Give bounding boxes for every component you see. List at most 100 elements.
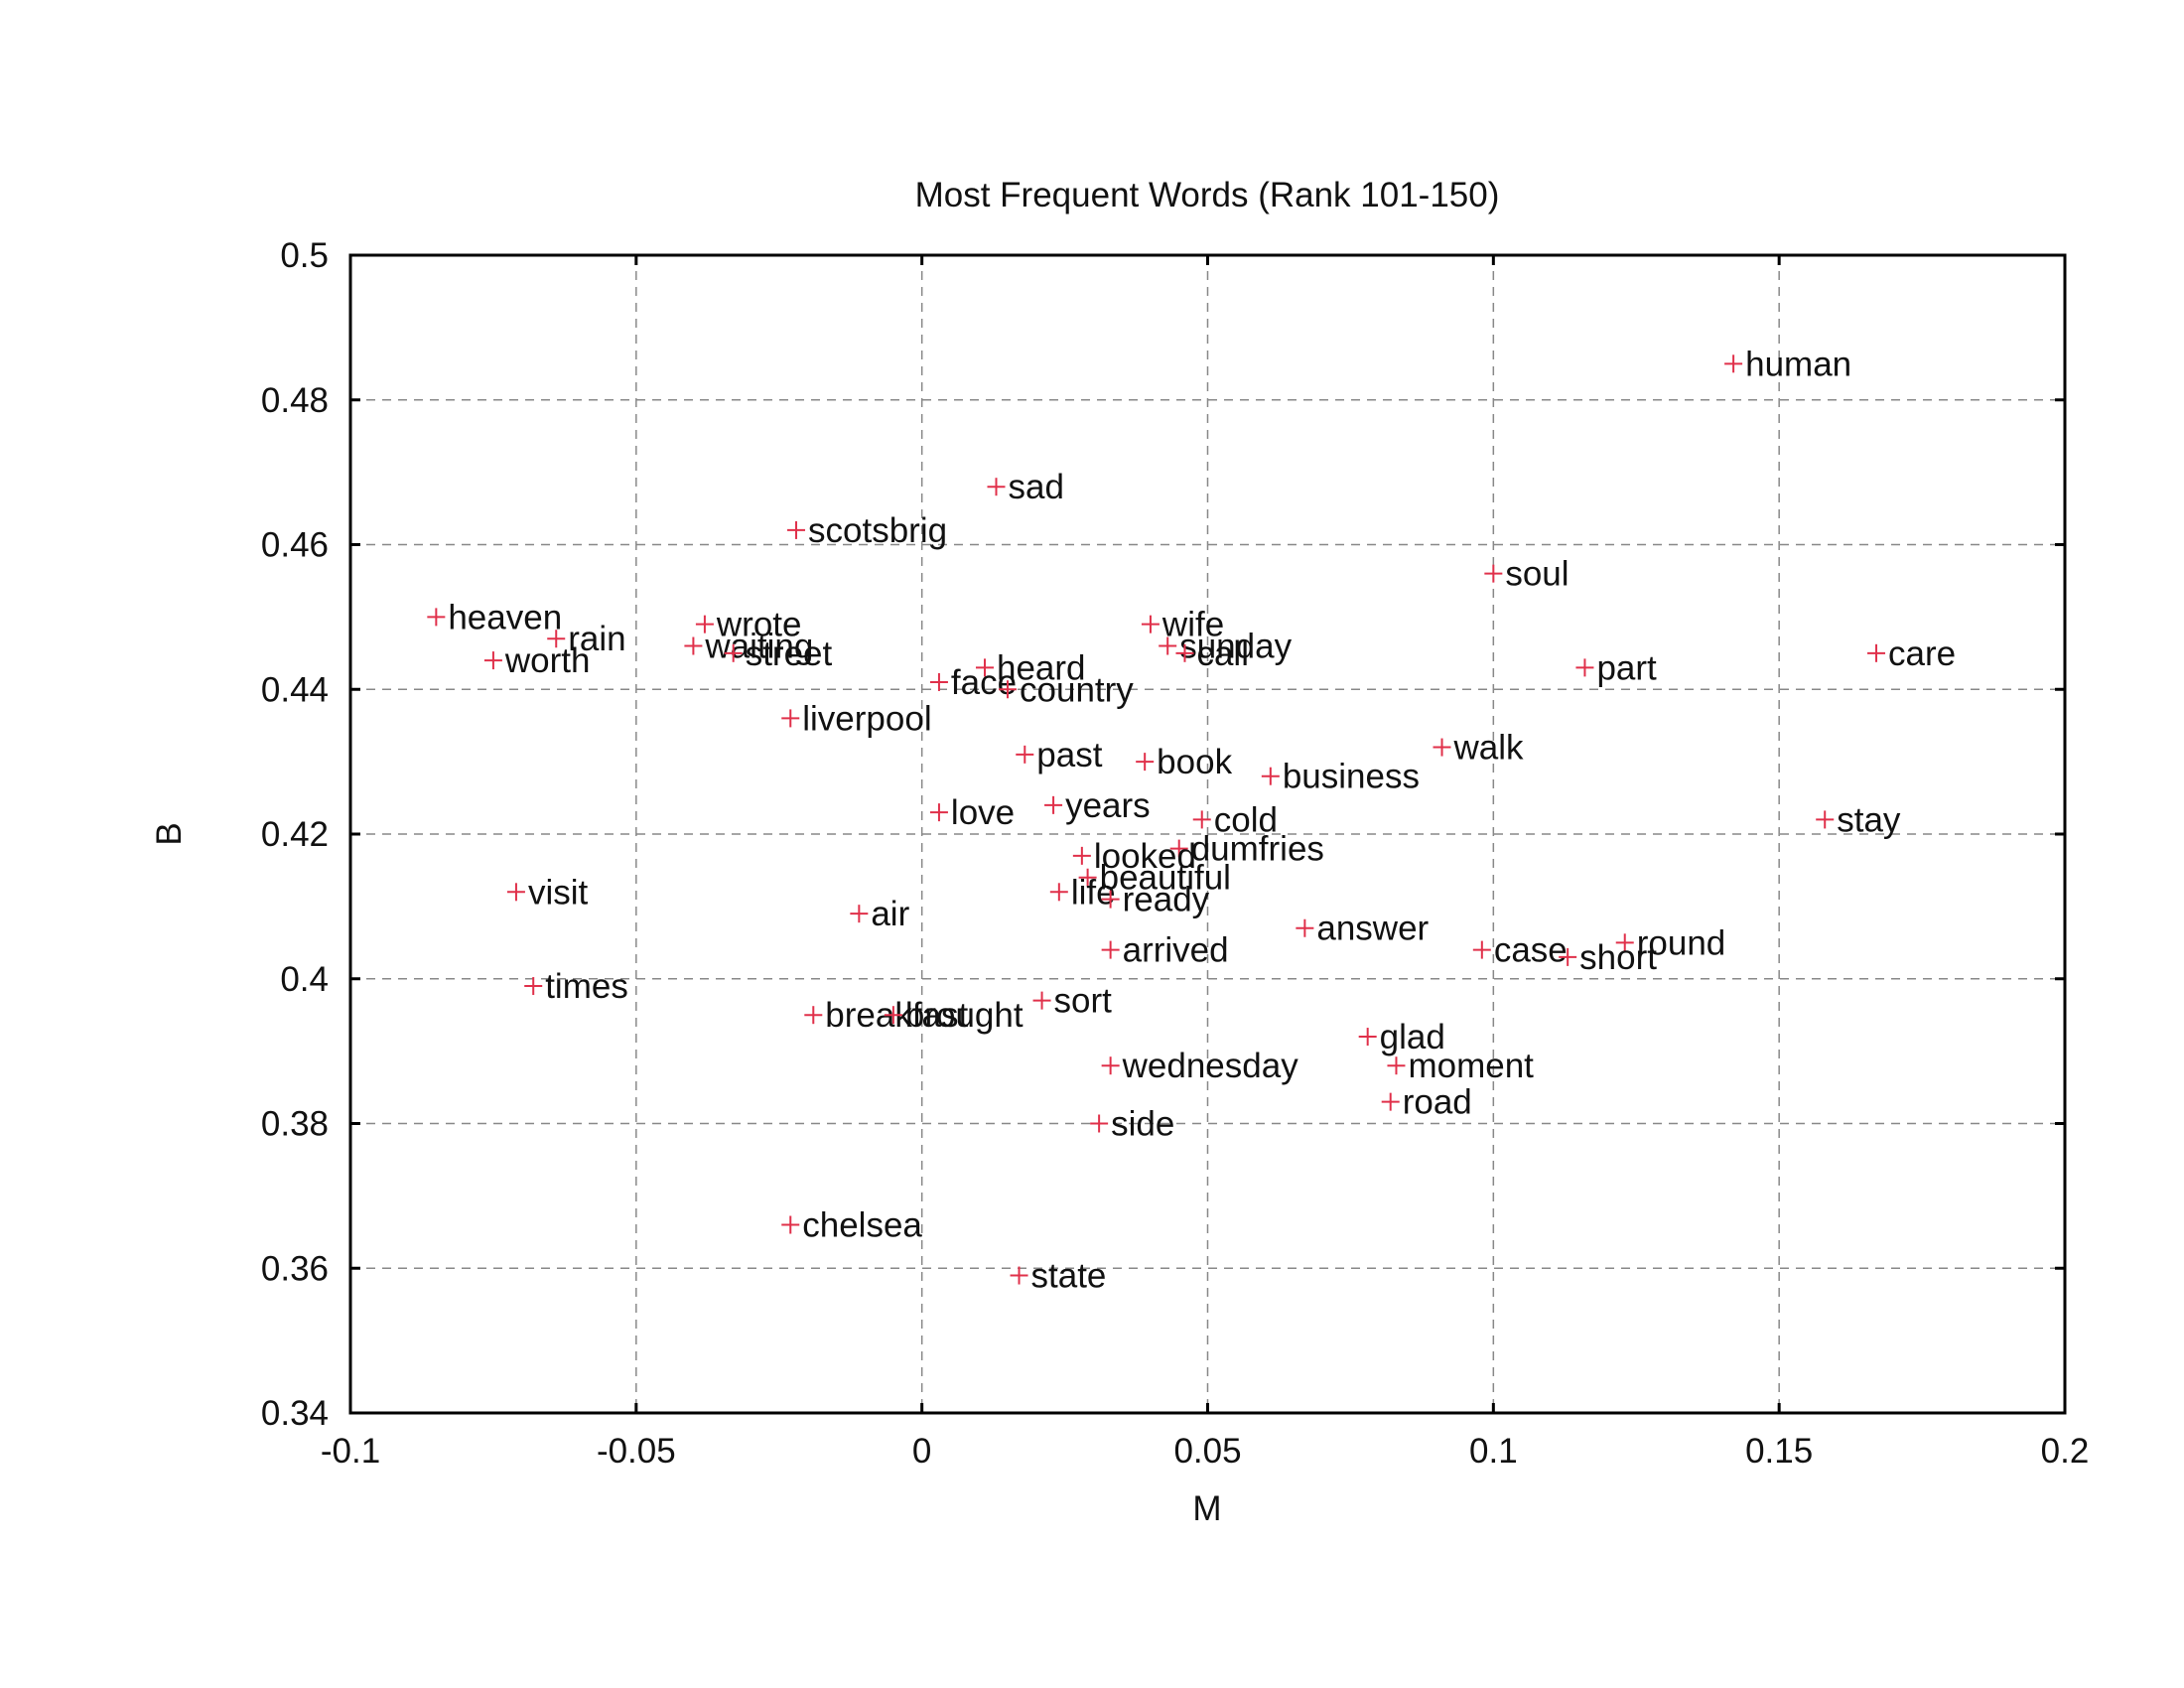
- data-point: sunday: [1159, 628, 1293, 666]
- point-label: rain: [568, 620, 625, 658]
- x-tick-label: 0: [912, 1432, 931, 1471]
- point-label: life: [1071, 873, 1116, 912]
- data-point: heard: [975, 648, 1086, 687]
- data-point: ready: [1101, 881, 1210, 919]
- data-point: business: [1261, 758, 1420, 796]
- data-point: brought: [884, 996, 1024, 1035]
- data-point: arrived: [1101, 931, 1229, 970]
- point-label: cold: [1214, 800, 1278, 839]
- point-label: short: [1579, 938, 1657, 977]
- point-label: dumfries: [1191, 830, 1324, 869]
- point-label: sunday: [1179, 628, 1292, 666]
- point-label: looked: [1094, 837, 1196, 876]
- x-axis-label: M: [1192, 1489, 1221, 1528]
- data-point: book: [1136, 743, 1233, 781]
- point-label: times: [545, 967, 628, 1006]
- y-tick-label: 0.5: [280, 236, 329, 275]
- data-point: wrote: [695, 606, 802, 644]
- point-label: wrote: [716, 606, 802, 644]
- point-label: human: [1745, 345, 1851, 383]
- data-point: visit: [506, 873, 589, 912]
- data-point: scotsbrig: [787, 511, 947, 550]
- data-point: love: [929, 793, 1015, 832]
- data-point: face: [929, 663, 1017, 702]
- data-point: walk: [1433, 729, 1525, 768]
- data-point: wife: [1141, 606, 1224, 644]
- data-point: moment: [1387, 1047, 1534, 1085]
- point-label: round: [1637, 923, 1726, 962]
- y-tick-label: 0.34: [261, 1394, 329, 1433]
- data-point: sad: [987, 468, 1064, 506]
- point-label: ready: [1123, 881, 1210, 919]
- point-label: brought: [905, 996, 1024, 1035]
- point-label: air: [871, 895, 909, 933]
- data-point: times: [524, 967, 628, 1006]
- point-label: sort: [1054, 982, 1113, 1021]
- data-point: wednesday: [1101, 1047, 1299, 1085]
- point-label: visit: [528, 873, 589, 912]
- axis-ticks: -0.1 -0.05 0 0.05 0.1 0.15 0.2 0.34 0.36 0.38 0.4 0…: [261, 236, 2089, 1471]
- point-label: moment: [1408, 1047, 1534, 1085]
- point-label: scotsbrig: [808, 511, 947, 550]
- chart-title: Most Frequent Words (Rank 101-150): [915, 176, 1500, 214]
- data-point: rain: [547, 620, 626, 658]
- point-label: side: [1111, 1105, 1174, 1144]
- data-point: dumfries: [1169, 830, 1324, 869]
- data-point: answer: [1296, 910, 1430, 948]
- point-label: glad: [1380, 1018, 1445, 1056]
- point-label: walk: [1453, 729, 1525, 768]
- point-label: state: [1031, 1257, 1107, 1296]
- data-point: call: [1175, 634, 1249, 673]
- y-tick-label: 0.44: [261, 670, 329, 709]
- point-label: wednesday: [1122, 1047, 1299, 1085]
- data-point: case: [1472, 931, 1568, 970]
- point-label: soul: [1505, 555, 1569, 594]
- point-label: stay: [1837, 800, 1901, 839]
- point-label: answer: [1316, 910, 1429, 948]
- data-point: state: [1010, 1257, 1107, 1296]
- point-label: past: [1036, 736, 1102, 774]
- data-point: chelsea: [781, 1206, 922, 1245]
- data-point: cold: [1192, 800, 1278, 839]
- x-tick-label: 0.05: [1173, 1432, 1241, 1471]
- y-tick-label: 0.36: [261, 1249, 329, 1288]
- data-point: soul: [1484, 555, 1570, 594]
- y-tick-label: 0.38: [261, 1105, 329, 1144]
- point-label: arrived: [1123, 931, 1229, 970]
- data-point: air: [850, 895, 910, 933]
- data-point: past: [1016, 736, 1103, 774]
- point-label: part: [1596, 648, 1657, 687]
- data-points: human sad scotsbrig soul heaven wrote wife rain…: [427, 345, 1956, 1296]
- data-point: sort: [1032, 982, 1113, 1021]
- y-tick-label: 0.48: [261, 381, 329, 420]
- point-label: street: [746, 634, 833, 673]
- point-label: call: [1196, 634, 1249, 673]
- y-axis-label: B: [150, 822, 189, 845]
- point-label: waiting: [704, 628, 813, 666]
- data-point: care: [1867, 634, 1956, 673]
- data-point: side: [1090, 1105, 1174, 1144]
- data-point: liverpool: [781, 699, 932, 738]
- point-label: book: [1157, 743, 1232, 781]
- y-tick-label: 0.42: [261, 815, 329, 854]
- data-point: glad: [1358, 1018, 1445, 1056]
- data-point: human: [1724, 345, 1851, 383]
- point-label: business: [1283, 758, 1420, 796]
- data-point: looked: [1072, 837, 1196, 876]
- y-tick-label: 0.46: [261, 526, 329, 565]
- point-label: years: [1065, 786, 1151, 825]
- point-label: country: [1020, 670, 1134, 709]
- point-label: face: [951, 663, 1017, 702]
- data-point: round: [1615, 923, 1726, 962]
- data-point: beautiful: [1078, 859, 1231, 898]
- x-tick-label: -0.05: [597, 1432, 676, 1471]
- data-point: heaven: [427, 598, 562, 636]
- data-point: years: [1044, 786, 1151, 825]
- data-point: worth: [483, 641, 591, 680]
- data-point: road: [1381, 1083, 1472, 1122]
- data-point: short: [1559, 938, 1657, 977]
- point-label: wife: [1161, 606, 1224, 644]
- x-tick-label: 0.2: [2041, 1432, 2090, 1471]
- point-label: worth: [504, 641, 591, 680]
